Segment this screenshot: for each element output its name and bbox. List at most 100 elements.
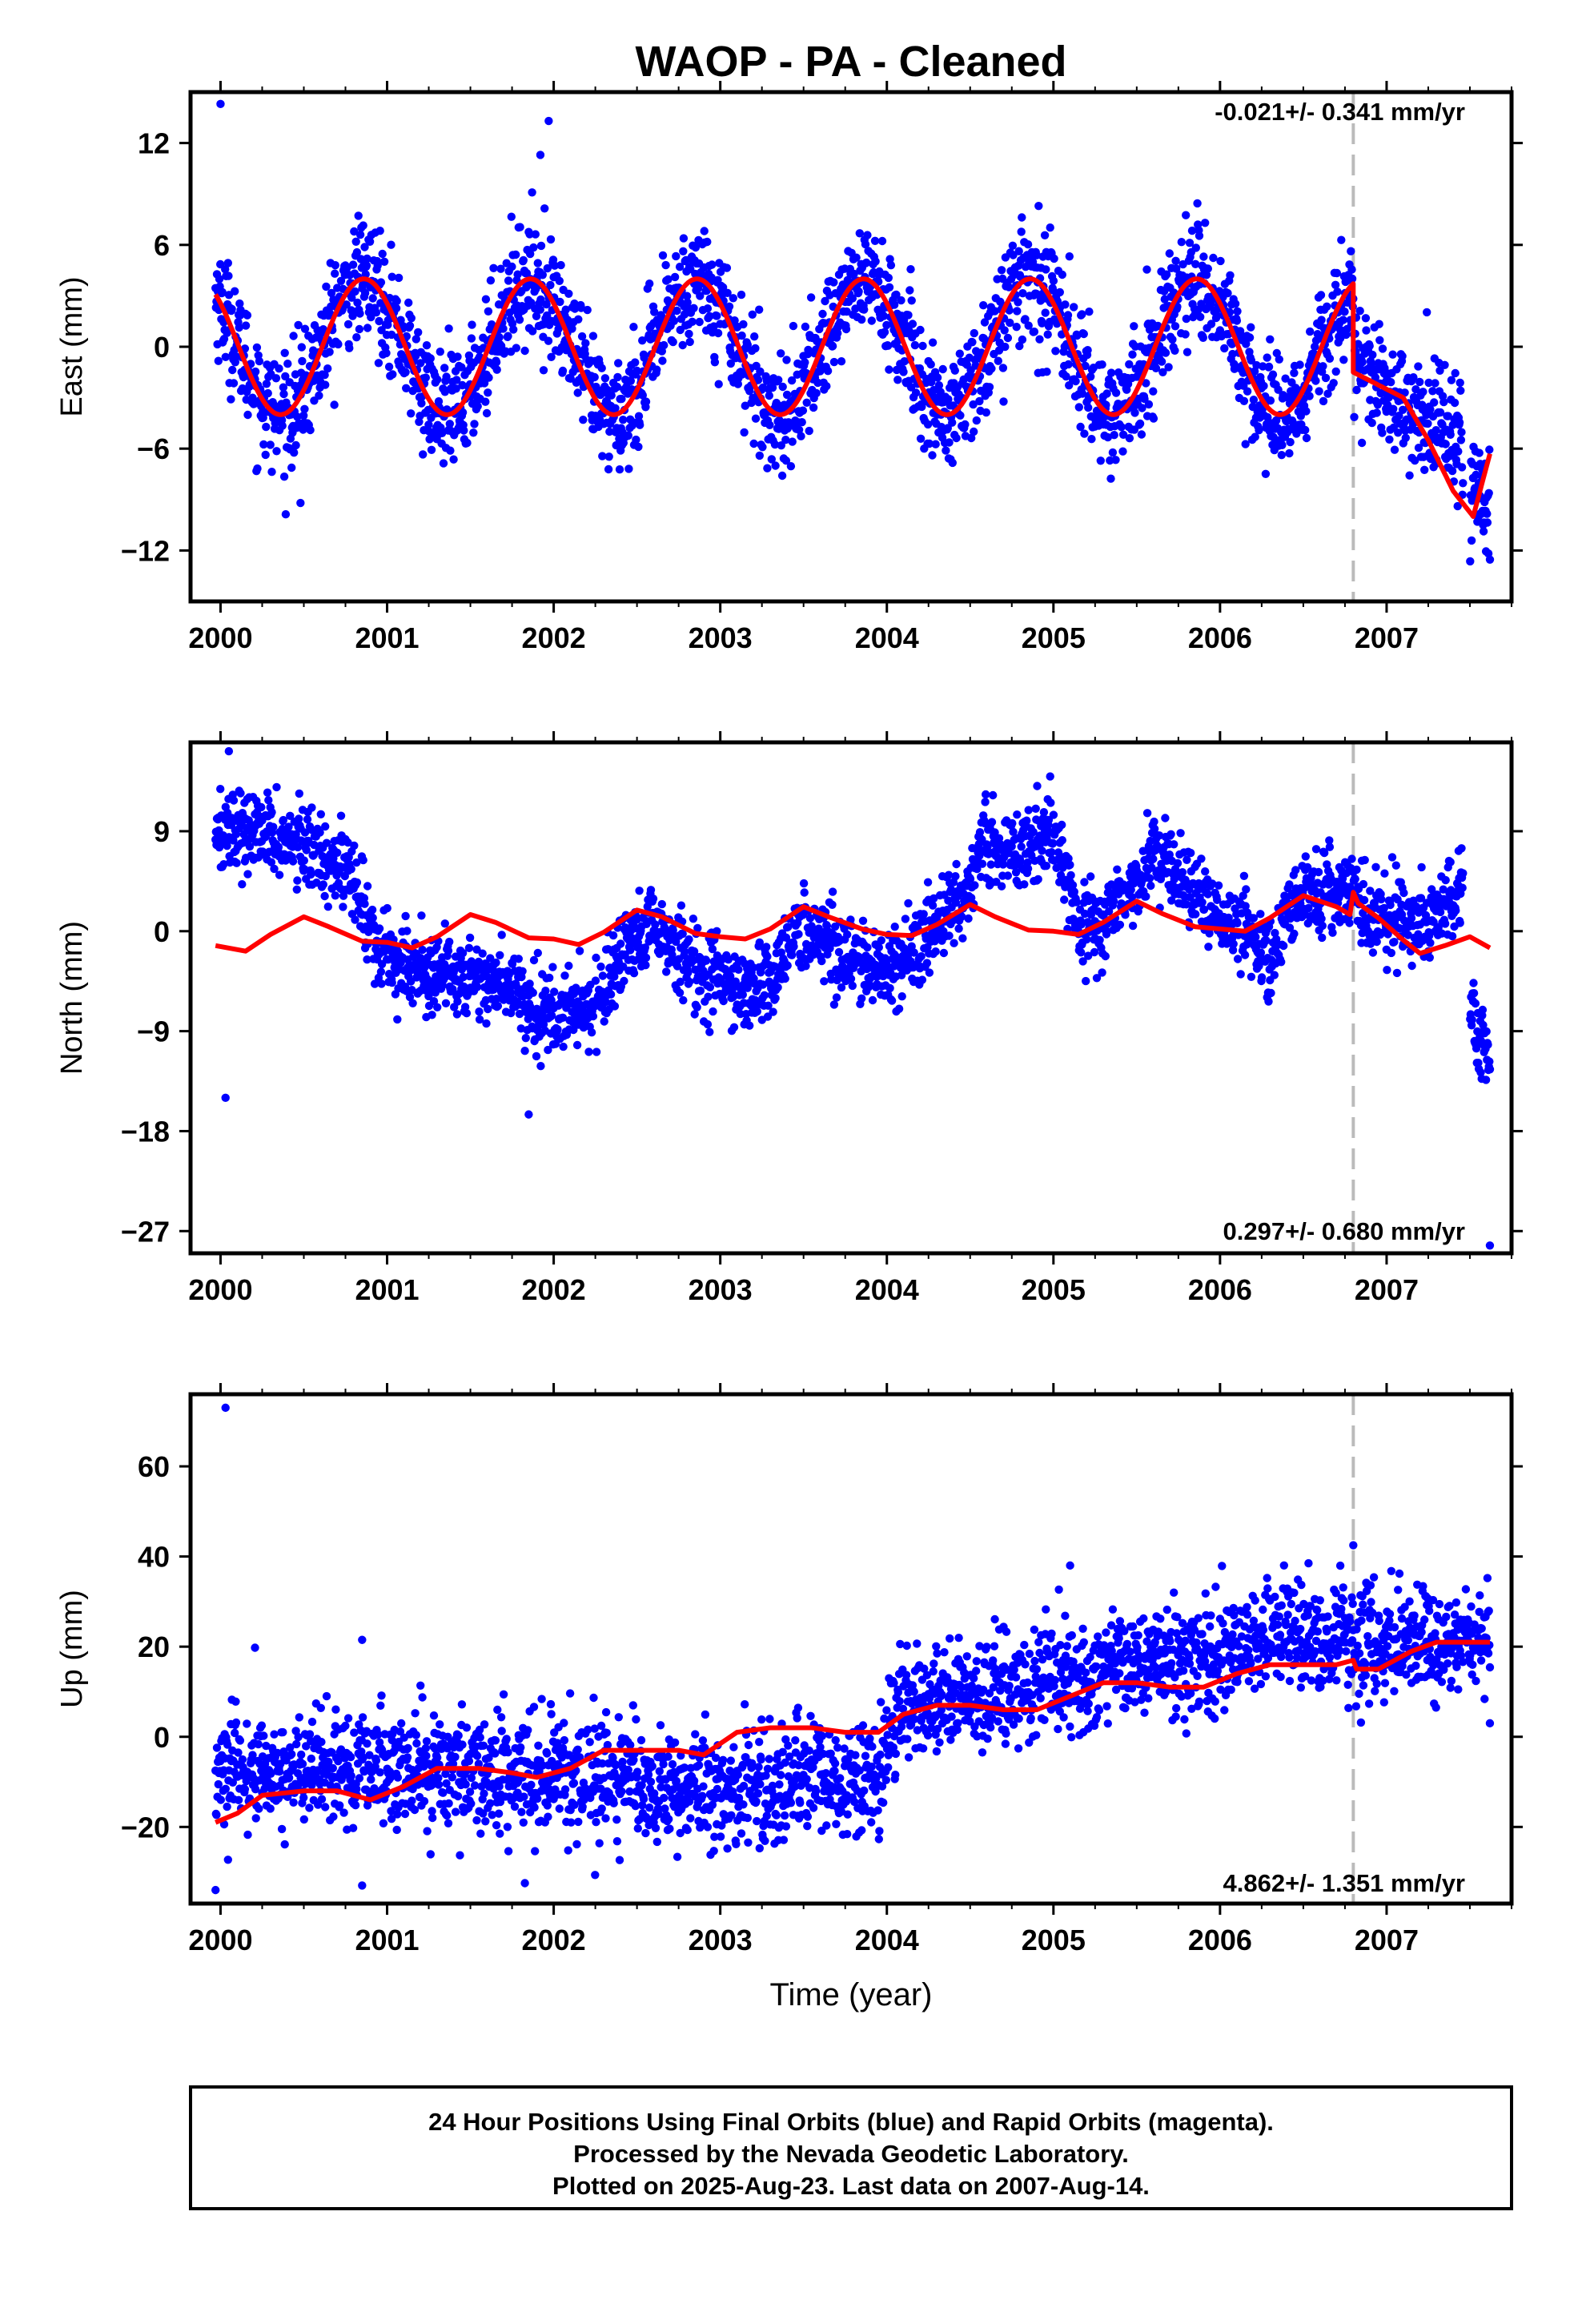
data-point bbox=[1021, 315, 1030, 324]
data-point bbox=[743, 340, 752, 349]
data-point bbox=[269, 822, 278, 831]
data-point bbox=[492, 958, 500, 967]
data-point bbox=[998, 364, 1008, 372]
data-point bbox=[748, 310, 757, 319]
data-point bbox=[948, 458, 958, 468]
x-tick-label: 2002 bbox=[522, 1273, 586, 1306]
data-point bbox=[458, 948, 468, 958]
data-point bbox=[1071, 376, 1080, 386]
data-point bbox=[460, 426, 468, 435]
data-point bbox=[1083, 346, 1092, 355]
data-point bbox=[271, 374, 281, 383]
data-point bbox=[708, 260, 717, 269]
outlier-point bbox=[544, 116, 553, 126]
rate-label: -0.021+/- 0.341 mm/yr bbox=[1215, 98, 1465, 126]
data-point bbox=[453, 352, 462, 361]
data-point bbox=[484, 307, 493, 316]
data-point bbox=[544, 1045, 552, 1055]
data-point bbox=[1229, 939, 1238, 949]
data-point bbox=[1033, 782, 1042, 790]
data-point bbox=[1414, 362, 1423, 371]
data-point bbox=[1014, 247, 1023, 255]
data-point bbox=[1020, 880, 1029, 889]
data-point bbox=[763, 464, 772, 472]
data-point bbox=[619, 416, 628, 424]
data-point bbox=[514, 955, 523, 963]
data-point bbox=[737, 331, 746, 340]
data-point bbox=[1199, 252, 1208, 261]
data-point bbox=[428, 1011, 436, 1019]
data-point bbox=[408, 999, 417, 1008]
data-point bbox=[590, 372, 599, 382]
data-point bbox=[1018, 213, 1026, 222]
data-point bbox=[492, 358, 501, 367]
data-point bbox=[331, 269, 339, 278]
data-point bbox=[787, 376, 797, 385]
data-point bbox=[576, 304, 586, 312]
data-point bbox=[531, 230, 540, 239]
data-point bbox=[906, 265, 915, 274]
data-point bbox=[1236, 970, 1245, 979]
data-point bbox=[887, 996, 897, 1005]
data-point bbox=[360, 899, 369, 908]
data-point bbox=[293, 876, 302, 885]
data-point bbox=[1378, 344, 1387, 353]
data-point bbox=[1117, 423, 1126, 432]
data-point bbox=[1456, 436, 1466, 444]
data-point bbox=[352, 858, 361, 867]
data-point bbox=[354, 211, 363, 220]
data-point bbox=[605, 427, 614, 436]
data-point bbox=[444, 324, 453, 333]
data-point bbox=[350, 841, 359, 850]
data-point bbox=[547, 352, 556, 361]
data-point bbox=[1419, 388, 1427, 396]
data-point bbox=[255, 356, 264, 366]
data-point bbox=[685, 935, 693, 944]
data-point bbox=[651, 920, 660, 929]
data-point bbox=[1340, 308, 1349, 316]
data-point bbox=[765, 391, 773, 400]
data-point bbox=[376, 278, 386, 287]
data-point bbox=[650, 308, 659, 316]
data-point bbox=[756, 367, 765, 376]
data-point bbox=[545, 973, 554, 983]
data-point bbox=[1080, 429, 1089, 438]
data-point bbox=[945, 931, 954, 940]
data-point bbox=[1138, 846, 1147, 855]
data-point bbox=[975, 828, 985, 837]
data-point bbox=[293, 412, 302, 421]
data-point bbox=[417, 911, 426, 920]
data-point bbox=[1450, 398, 1460, 408]
data-point bbox=[484, 1004, 492, 1014]
data-point bbox=[1323, 389, 1332, 398]
data-point bbox=[673, 306, 681, 316]
data-point bbox=[350, 227, 359, 236]
data-point bbox=[465, 933, 475, 943]
data-point bbox=[475, 1015, 484, 1024]
data-point bbox=[1245, 333, 1255, 342]
data-point bbox=[739, 320, 748, 329]
data-point bbox=[632, 435, 640, 444]
data-point bbox=[261, 450, 270, 460]
data-point bbox=[321, 380, 330, 389]
data-point bbox=[404, 298, 413, 308]
data-point bbox=[1109, 897, 1118, 906]
data-point bbox=[829, 357, 839, 367]
data-point bbox=[1202, 271, 1211, 279]
data-point bbox=[290, 448, 299, 457]
data-point bbox=[299, 425, 307, 434]
data-point bbox=[1079, 329, 1089, 339]
data-point bbox=[930, 894, 938, 903]
data-point bbox=[972, 416, 982, 425]
data-point bbox=[533, 948, 542, 958]
data-point bbox=[587, 1028, 596, 1037]
y-axis-label: North (mm) bbox=[55, 921, 89, 1075]
data-point bbox=[444, 947, 453, 955]
data-point bbox=[823, 367, 833, 376]
data-point bbox=[515, 1009, 524, 1019]
data-point bbox=[375, 316, 383, 326]
data-point bbox=[755, 305, 764, 314]
data-point bbox=[292, 885, 301, 895]
data-point bbox=[1395, 412, 1403, 420]
data-point bbox=[629, 323, 638, 332]
